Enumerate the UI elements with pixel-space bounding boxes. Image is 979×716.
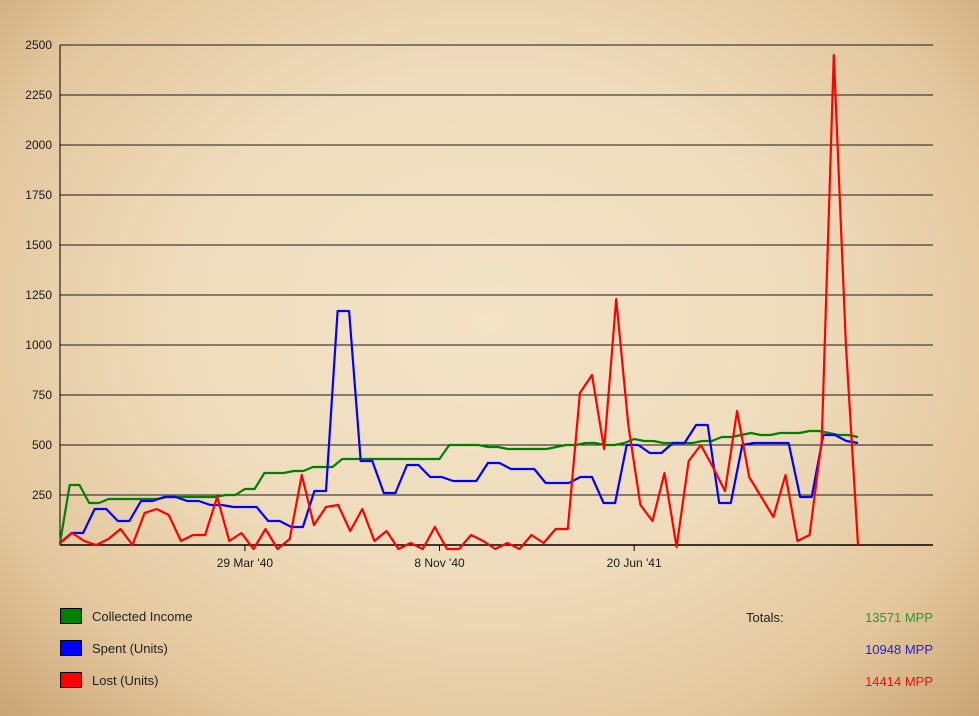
line-chart: 250 500 750 1000 1250 1500 1750 2000 2250 2500 29… — [25, 38, 933, 570]
legend-swatch-spent — [60, 640, 82, 656]
legend-item-lost-units: Lost (Units) — [60, 672, 158, 688]
legend-label-spent: Spent (Units) — [92, 640, 168, 656]
legend-item-spent-units: Spent (Units) — [60, 640, 168, 656]
totals-label: Totals: — [746, 610, 784, 625]
y-tick-label: 1000 — [25, 338, 52, 352]
y-tick-label: 1750 — [25, 188, 52, 202]
y-tick-label: 500 — [32, 438, 52, 452]
legend-swatch-income — [60, 608, 82, 624]
total-lost-value: 14414 MPP — [865, 674, 933, 689]
series-line-lost-units — [59, 53, 860, 551]
y-tick-label: 2250 — [25, 88, 52, 102]
legend-label-income: Collected Income — [92, 608, 193, 624]
total-income-value: 13571 MPP — [865, 610, 933, 625]
y-tick-label: 2500 — [25, 38, 52, 52]
legend-swatch-lost — [60, 672, 82, 688]
y-tick-label: 2000 — [25, 138, 52, 152]
y-tick-label: 750 — [32, 388, 52, 402]
series-line-spent-units — [59, 309, 859, 544]
series-line-collected-income — [58, 429, 859, 544]
legend-label-lost: Lost (Units) — [92, 672, 159, 688]
y-tick-label: 250 — [32, 488, 52, 502]
x-tick-label: 8 Nov '40 — [414, 556, 465, 570]
y-tick-label: 1250 — [25, 288, 52, 302]
x-tick-label: 20 Jun '41 — [607, 556, 662, 570]
x-tick-label: 29 Mar '40 — [217, 556, 274, 570]
legend-item-collected-income: Collected Income — [60, 608, 192, 624]
y-tick-label: 1500 — [25, 238, 52, 252]
total-spent-value: 10948 MPP — [865, 642, 933, 657]
